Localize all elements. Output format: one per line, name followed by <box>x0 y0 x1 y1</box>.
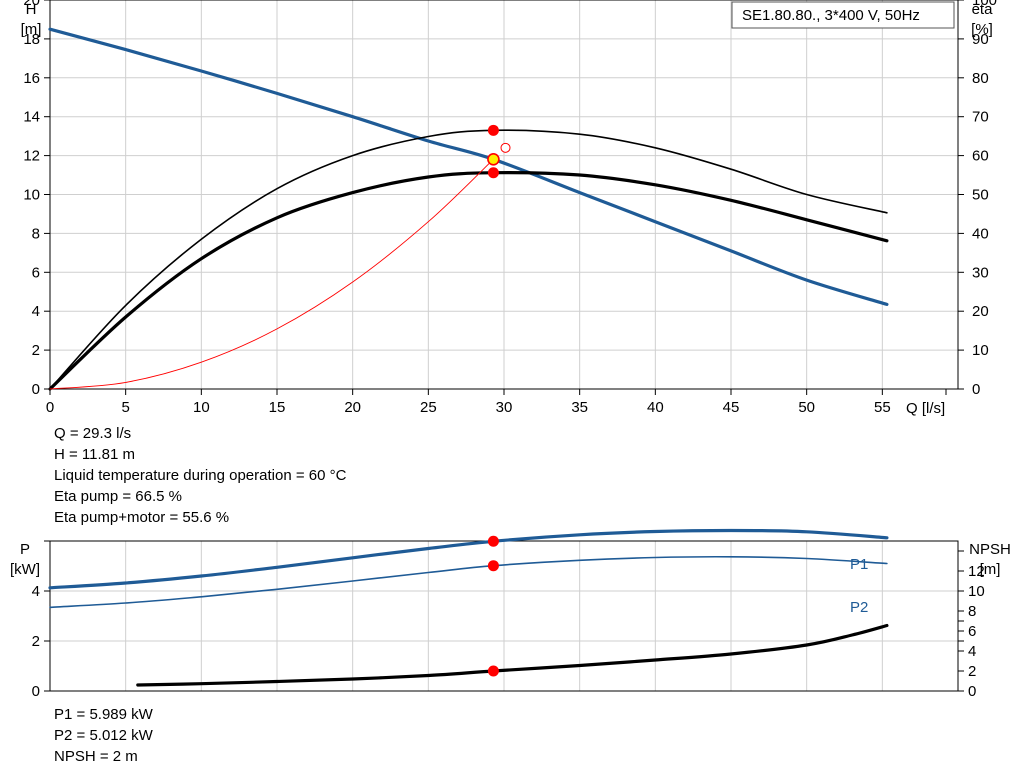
bottom-grid <box>50 540 958 691</box>
left-tick-label: 10 <box>23 187 40 204</box>
x-tick-label: 15 <box>269 399 286 416</box>
p1-series-label: P1 <box>850 556 868 573</box>
p2-curve <box>49 555 888 609</box>
right-tick-label: 10 <box>968 583 985 600</box>
bottom-chart: 0 2 4 0 2 4 6 8 10 12 P [kW] NPSH [m] P1 P2 <box>10 528 1011 700</box>
x-tick-label: 40 <box>647 399 664 416</box>
right-tick-label: 0 <box>968 683 976 700</box>
top-points <box>487 124 511 179</box>
left-tick-label: 12 <box>23 148 40 165</box>
x-tick-label: 20 <box>344 399 361 416</box>
x-tick-label: 45 <box>723 399 740 416</box>
duty-point-marker <box>487 560 499 572</box>
top-chart: 0 5 10 15 20 25 30 35 40 45 50 55 0 2 4 6 8 10 12 14 16 18 20… <box>21 0 997 417</box>
right-tick-label: 90 <box>972 31 989 48</box>
left-tick-label: 4 <box>32 303 40 320</box>
head-axis-unit: [m] <box>21 21 42 38</box>
flow-readout: Q = 29.3 l/s <box>54 425 132 442</box>
eta-pump-readout: Eta pump = 66.5 % <box>54 488 182 505</box>
model-label: SE1.80.80., 3*400 V, 50Hz <box>742 7 920 24</box>
npsh-axis-unit: [m] <box>980 561 1001 578</box>
left-tick-label: 2 <box>32 342 40 359</box>
x-tick-label: 25 <box>420 399 437 416</box>
right-tick-label: 4 <box>968 643 976 660</box>
x-tick-label: 55 <box>874 399 891 416</box>
npsh-axis-label: NPSH <box>969 541 1011 558</box>
right-tick-label: 10 <box>972 342 989 359</box>
right-tick-label: 50 <box>972 187 989 204</box>
eta-axis-unit: [%] <box>971 21 993 38</box>
bottom-left-ticks: 0 2 4 <box>32 540 50 700</box>
right-tick-label: 100 <box>972 0 997 9</box>
top-series <box>48 27 889 391</box>
head-axis-label: H <box>26 1 37 18</box>
top-x-ticks: 0 5 10 15 20 25 30 35 40 45 50 55 <box>46 389 947 416</box>
left-tick-label: 14 <box>23 109 40 126</box>
eta-pump-motor-curve <box>48 171 889 391</box>
right-tick-label: 30 <box>972 264 989 281</box>
p1-curve <box>48 528 889 590</box>
right-tick-label: 12 <box>968 563 985 580</box>
left-tick-label: 8 <box>32 225 40 242</box>
power-axis-label: P <box>20 541 30 558</box>
right-tick-label: 2 <box>968 663 976 680</box>
p2-readout: P2 = 5.012 kW <box>54 727 153 744</box>
right-tick-label: 80 <box>972 70 989 87</box>
power-axis-unit: [kW] <box>10 561 40 578</box>
x-tick-label: 5 <box>121 399 129 416</box>
duty-point-marker <box>487 535 499 547</box>
bottom-right-ticks: 0 2 4 6 8 10 12 <box>958 550 985 700</box>
right-tick-label: 20 <box>972 303 989 320</box>
duty-point-marker <box>487 124 499 136</box>
bottom-points <box>487 535 499 677</box>
duty-point-marker <box>487 665 499 677</box>
left-tick-label: 0 <box>32 683 40 700</box>
left-tick-label: 20 <box>23 0 40 9</box>
left-tick-label: 0 <box>32 381 40 398</box>
power-info: P1 = 5.989 kW P2 = 5.012 kW NPSH = 2 m <box>54 704 153 767</box>
npsh-readout: NPSH = 2 m <box>54 748 138 765</box>
right-tick-label: 70 <box>972 109 989 126</box>
top-left-ticks: 0 2 4 6 8 10 12 14 16 18 20 <box>23 0 50 398</box>
flow-axis-label: Q [l/s] <box>906 400 945 417</box>
x-tick-label: 50 <box>798 399 815 416</box>
x-tick-label: 30 <box>496 399 513 416</box>
x-tick-label: 10 <box>193 399 210 416</box>
right-tick-label: 6 <box>968 623 976 640</box>
eta-pump-motor-readout: Eta pump+motor = 55.6 % <box>54 509 230 526</box>
operating-point-marker <box>487 152 500 166</box>
top-right-ticks: 0 10 20 30 40 50 60 70 80 90 100 <box>958 0 997 398</box>
left-tick-label: 2 <box>32 633 40 650</box>
bottom-series <box>48 528 889 687</box>
duty-point-marker <box>487 167 499 179</box>
eta-axis-label: eta <box>972 1 994 18</box>
right-tick-label: 40 <box>972 225 989 242</box>
left-tick-label: 6 <box>32 264 40 281</box>
npsh-curve <box>136 623 889 687</box>
p2-series-label: P2 <box>850 599 868 616</box>
p1-readout: P1 = 5.989 kW <box>54 706 153 723</box>
x-tick-label: 0 <box>46 399 54 416</box>
right-tick-label: 60 <box>972 148 989 165</box>
head-curve <box>48 27 889 306</box>
eta-pump-curve <box>49 129 888 390</box>
x-tick-label: 35 <box>571 399 588 416</box>
liquid-temperature-readout: Liquid temperature during operation = 60… <box>54 467 347 484</box>
right-tick-label: 0 <box>972 381 980 398</box>
top-grid <box>50 0 958 389</box>
operating-point-info: Q = 29.3 l/s H = 11.81 m Liquid temperat… <box>54 423 346 528</box>
right-tick-label: 8 <box>968 603 976 620</box>
left-tick-label: 18 <box>23 31 40 48</box>
model-label-box <box>731 1 955 29</box>
system-curve-curve <box>49 158 494 390</box>
left-tick-label: 16 <box>23 70 40 87</box>
left-tick-label: 4 <box>32 583 40 600</box>
head-readout: H = 11.81 m <box>54 446 136 463</box>
duty-point-ring <box>500 142 511 153</box>
